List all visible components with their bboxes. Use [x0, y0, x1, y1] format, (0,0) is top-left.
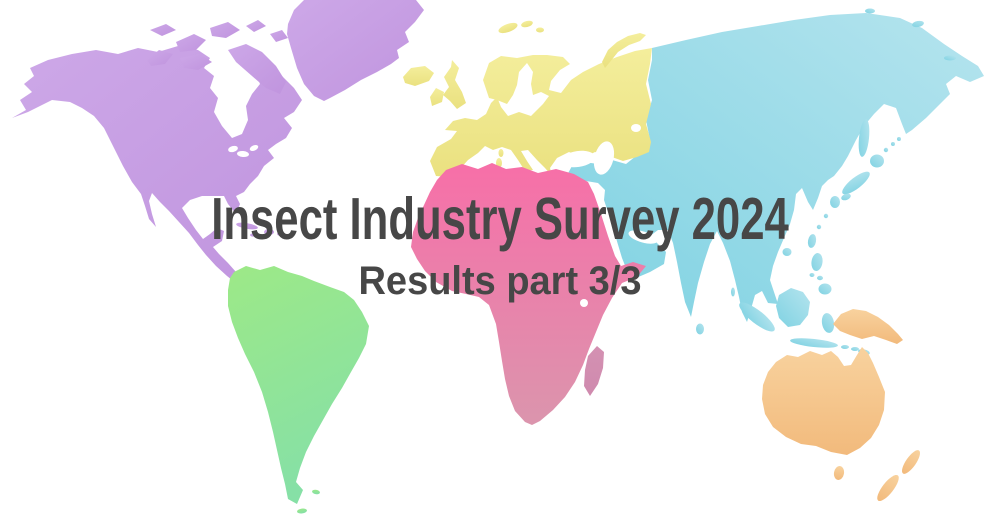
island-shape — [817, 275, 823, 281]
new-zealand-north — [901, 450, 921, 474]
svalbard — [536, 27, 544, 33]
island-shape — [865, 8, 875, 14]
great-britain — [443, 60, 466, 109]
africa-mainland — [411, 163, 646, 425]
continent-north-america — [12, 0, 424, 284]
arctic-island — [246, 20, 266, 32]
inland-seas — [228, 124, 658, 307]
island-shape — [809, 273, 815, 277]
cuba — [236, 222, 258, 230]
page-subtitle: Results part 3/3 — [358, 259, 642, 303]
great-lake — [237, 150, 249, 158]
ireland — [430, 88, 444, 106]
caribbean-islands — [236, 222, 283, 237]
borneo — [776, 288, 810, 327]
lake-victoria — [580, 299, 588, 307]
island-shape — [841, 345, 849, 349]
sulawesi — [821, 313, 835, 333]
novaya-zemlya — [602, 33, 646, 68]
arctic-island — [180, 54, 212, 70]
island-shape — [312, 489, 320, 495]
continent-oceania — [762, 309, 921, 502]
arctic-island — [210, 22, 240, 38]
luzon — [811, 253, 823, 271]
sakhalin — [858, 119, 870, 157]
hispaniola — [264, 229, 274, 235]
new-guinea — [833, 309, 903, 344]
baffin-island — [228, 44, 286, 94]
tasmania — [833, 466, 845, 480]
island-shape — [912, 20, 924, 28]
europe-mainland — [430, 48, 652, 177]
taiwan — [807, 234, 817, 248]
continent-europe — [403, 20, 652, 188]
arctic-island — [150, 24, 176, 36]
hainan — [782, 248, 792, 256]
kyushu — [830, 196, 840, 208]
island-shape — [851, 347, 859, 351]
continent-asia — [566, 8, 984, 355]
australia-mainland — [762, 347, 885, 455]
mindanao — [818, 283, 832, 295]
island-shape — [897, 137, 901, 141]
shikoku — [841, 193, 851, 201]
island-shape — [891, 142, 895, 146]
island-shape — [297, 508, 307, 514]
island-shape — [883, 147, 889, 153]
honshu — [842, 171, 870, 195]
great-lake — [249, 144, 259, 152]
java — [790, 338, 838, 348]
south-america-mainland — [228, 266, 369, 504]
madagascar-shape — [584, 346, 604, 396]
asia-mainland — [566, 13, 984, 322]
persian-gulf — [628, 230, 658, 244]
island-shape — [816, 224, 822, 230]
svalbard — [498, 22, 518, 34]
sumatra — [739, 302, 775, 332]
caspian-sea — [593, 141, 615, 175]
corsica — [498, 149, 504, 157]
black-sea — [561, 150, 595, 168]
island-shape — [944, 55, 956, 61]
arctic-island — [147, 50, 173, 66]
iceland — [403, 66, 434, 86]
svalbard — [521, 20, 533, 28]
hokkaido — [870, 154, 884, 168]
aral-sea — [631, 124, 641, 132]
jamaica — [250, 233, 256, 237]
continent-south-america — [228, 266, 369, 514]
arctic-island — [270, 30, 288, 42]
sri-lanka — [696, 323, 704, 335]
new-zealand-south — [877, 474, 899, 502]
great-lake — [228, 145, 238, 153]
arctic-island — [176, 34, 206, 52]
page-title: Insect Industry Survey 2024 — [211, 186, 789, 252]
continent-africa — [411, 163, 646, 425]
madagascar — [584, 346, 604, 396]
island-shape — [823, 213, 829, 219]
puerto-rico — [277, 232, 283, 236]
greenland — [287, 0, 424, 101]
island-shape — [731, 287, 735, 297]
north-america-mainland — [12, 46, 302, 284]
